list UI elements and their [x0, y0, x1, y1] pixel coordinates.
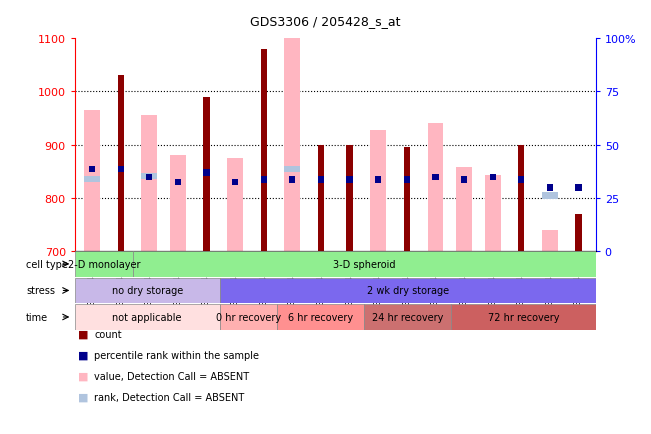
Text: 2 wk dry storage: 2 wk dry storage — [367, 286, 449, 296]
Bar — [260, 177, 267, 183]
Bar — [547, 185, 553, 191]
Bar — [75, 252, 133, 277]
Bar — [146, 174, 152, 181]
Text: value, Detection Call = ABSENT: value, Detection Call = ABSENT — [94, 371, 249, 381]
Text: 6 hr recovery: 6 hr recovery — [288, 312, 353, 322]
Text: stress: stress — [26, 286, 55, 296]
Text: percentile rank within the sample: percentile rank within the sample — [94, 350, 259, 360]
Text: no dry storage: no dry storage — [111, 286, 183, 296]
Text: 2-D monolayer: 2-D monolayer — [68, 260, 140, 269]
Bar — [404, 177, 410, 183]
Bar — [485, 176, 501, 252]
Bar — [141, 174, 157, 180]
Bar — [203, 98, 210, 252]
Text: 0 hr recovery: 0 hr recovery — [216, 312, 281, 322]
Bar — [232, 179, 238, 186]
Bar — [575, 214, 581, 252]
Bar — [404, 148, 410, 252]
Bar — [141, 116, 157, 252]
Bar — [203, 170, 210, 176]
Bar — [575, 185, 581, 191]
Bar — [219, 278, 596, 303]
Bar — [117, 76, 124, 252]
Bar — [456, 168, 472, 252]
Bar — [284, 39, 300, 252]
Text: not applicable: not applicable — [113, 312, 182, 322]
Text: 3-D spheroid: 3-D spheroid — [333, 260, 395, 269]
Bar — [89, 166, 95, 172]
Bar — [277, 305, 364, 330]
Text: ■: ■ — [78, 392, 89, 401]
Bar — [75, 305, 219, 330]
Bar — [461, 177, 467, 183]
Bar — [174, 179, 181, 186]
Text: ■: ■ — [78, 329, 89, 339]
Text: GDS3306 / 205428_s_at: GDS3306 / 205428_s_at — [250, 15, 401, 28]
Bar — [542, 193, 558, 199]
Bar — [219, 305, 277, 330]
Bar — [542, 230, 558, 252]
Text: time: time — [26, 312, 48, 322]
Text: rank, Detection Call = ABSENT: rank, Detection Call = ABSENT — [94, 392, 245, 401]
Text: 72 hr recovery: 72 hr recovery — [488, 312, 559, 322]
Bar — [370, 131, 386, 252]
Text: count: count — [94, 329, 122, 339]
Bar — [260, 49, 267, 252]
Bar — [84, 111, 100, 252]
Bar — [518, 177, 525, 183]
Bar — [451, 305, 596, 330]
Bar — [318, 177, 324, 183]
Text: ■: ■ — [78, 371, 89, 381]
Bar — [318, 145, 324, 252]
Bar — [432, 174, 439, 181]
Bar — [133, 252, 596, 277]
Bar — [117, 166, 124, 172]
Bar — [284, 166, 300, 172]
Bar — [227, 159, 243, 252]
Text: cell type: cell type — [26, 260, 68, 269]
Bar — [375, 177, 381, 183]
Bar — [170, 156, 186, 252]
Bar — [490, 174, 496, 181]
Bar — [346, 145, 353, 252]
Text: ■: ■ — [78, 350, 89, 360]
Bar — [75, 278, 219, 303]
Bar — [575, 185, 581, 191]
Bar — [518, 145, 525, 252]
Bar — [428, 124, 443, 252]
Text: 24 hr recovery: 24 hr recovery — [372, 312, 443, 322]
Bar — [289, 177, 296, 183]
Bar — [364, 305, 451, 330]
Bar — [346, 177, 353, 183]
Bar — [84, 176, 100, 183]
